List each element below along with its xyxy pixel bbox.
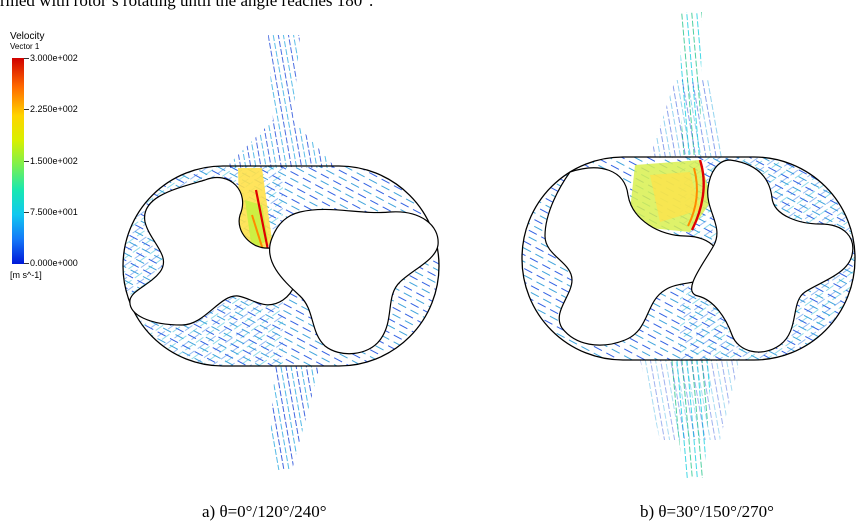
panel-b-caption: b) θ=30°/150°/270°	[640, 502, 774, 521]
legend-color-bar	[12, 58, 24, 264]
velocity-legend: Velocity Vector 1 3.000e+002 2.250e+002 …	[8, 32, 118, 282]
panel-a-contour	[122, 35, 440, 470]
legend-tick-mark	[24, 212, 29, 213]
legend-tick-label: 0.000e+000	[30, 258, 78, 268]
legend-tick-mark	[24, 58, 29, 59]
legend-title: Velocity	[10, 31, 45, 42]
legend-tick-mark	[24, 263, 29, 264]
velocity-vector-figure	[122, 12, 856, 478]
legend-tick-mark	[24, 161, 29, 162]
legend-tick-label: 2.250e+002	[30, 104, 78, 114]
legend-subtitle: Vector 1	[10, 42, 40, 51]
legend-tick-label: 3.000e+002	[30, 53, 78, 63]
panel-b-contour	[521, 12, 856, 478]
intro-text: rmed with rotor’s rotating until the ang…	[0, 0, 374, 10]
legend-tick-mark	[24, 109, 29, 110]
panel-a-caption: a) θ=0°/120°/240°	[202, 502, 327, 521]
legend-unit: [m s^-1]	[10, 270, 42, 280]
legend-tick-label: 1.500e+002	[30, 156, 78, 166]
legend-tick-label: 7.500e+001	[30, 207, 78, 217]
